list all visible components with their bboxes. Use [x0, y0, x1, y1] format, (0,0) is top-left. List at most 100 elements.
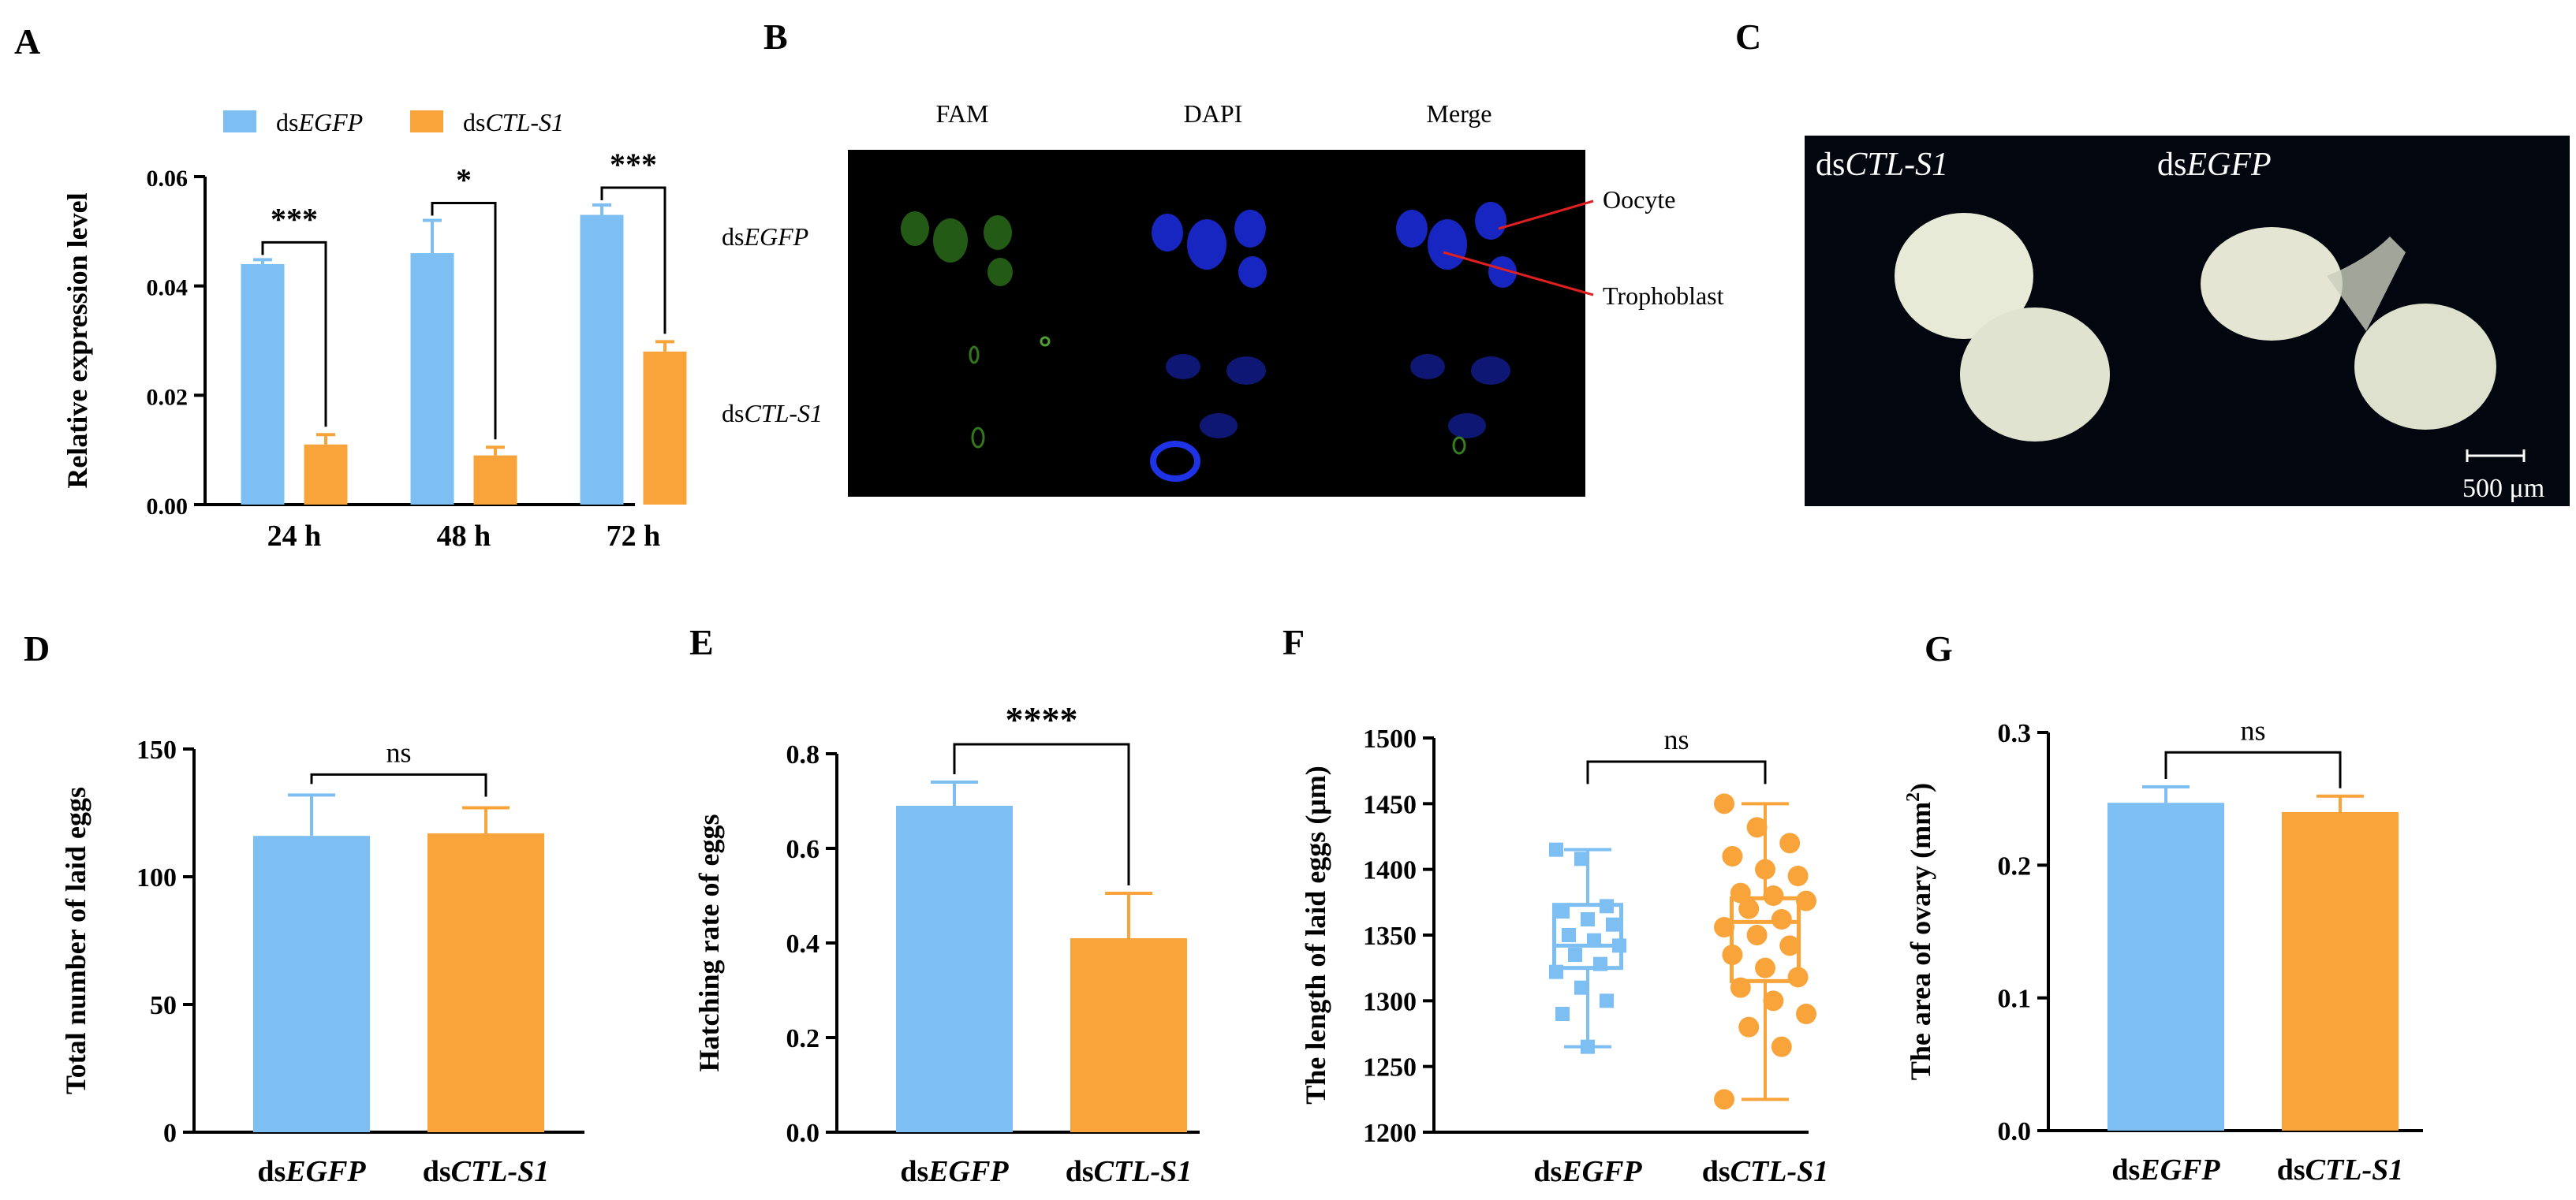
bar-1 [427, 833, 544, 1132]
bar-ctl-0 [304, 444, 348, 505]
point-ctl-15 [1755, 957, 1775, 978]
photo-label-egfp: dsEGFP [2157, 147, 2272, 183]
point-egfp-7 [1587, 933, 1601, 948]
x-tick-label-1: dsCTL-S1 [423, 1155, 549, 1188]
point-egfp-12 [1574, 980, 1589, 995]
panel-letter-c: C [1735, 17, 1761, 57]
point-egfp-5 [1606, 917, 1620, 932]
callout-trophoblast: Trophoblast [1603, 281, 1724, 310]
bar-1 [1070, 938, 1187, 1132]
y-tick-label-3: 0.6 [786, 835, 820, 864]
bar-ctl-1 [473, 455, 517, 505]
point-ctl-18 [1763, 990, 1784, 1012]
y-tick-label-1: 0.2 [786, 1024, 820, 1053]
box-0 [1552, 903, 1623, 971]
panel-c: dsCTL-S1 dsEGFP 500 μm [1805, 136, 2570, 506]
significance-label: **** [1006, 699, 1078, 740]
significance-bracket [1586, 760, 1767, 784]
bar-egfp-1 [410, 253, 454, 505]
x-tick-label-0: dsEGFP [2111, 1153, 2220, 1187]
y-tick-label-0: 0 [163, 1119, 177, 1148]
y-tick-label-0: 0.0 [1998, 1117, 2032, 1146]
arrow-trophoblast [1443, 251, 1594, 296]
bar-0 [2107, 803, 2224, 1131]
significance-bracket [431, 201, 497, 440]
legend-a: dsEGFP dsCTL-S1 [223, 108, 564, 136]
y-tick-label-0: 0.0 [786, 1119, 820, 1148]
point-ctl-6 [1730, 882, 1751, 904]
x-tick-label-2: 72 h [607, 520, 661, 553]
y-tick-label-4: 0.8 [786, 740, 820, 770]
panel-letter-a: A [14, 21, 40, 61]
x-tick-label-0: 24 h [267, 520, 322, 553]
x-tick-label-0: dsEGFP [1533, 1155, 1642, 1188]
photo-label-ctl: dsCTL-S1 [1816, 147, 1948, 183]
point-ctl-1 [1746, 817, 1768, 838]
y-tick-label-1: 0.02 [147, 384, 189, 410]
significance-bracket [953, 743, 1130, 885]
y-tick-label-1: 50 [150, 991, 177, 1020]
chart-f: 1200 1250 1300 1350 1400 1450 1500 The length o… [1300, 724, 1828, 1188]
y-tick-label-0: 1200 [1363, 1119, 1417, 1148]
x-tick-label-1: 48 h [437, 520, 491, 553]
point-egfp-1 [1574, 852, 1589, 866]
y-tick-label-2: 0.04 [147, 275, 189, 301]
panel-letter-e: E [689, 622, 714, 662]
point-ctl-21 [1771, 1036, 1792, 1057]
significance-label: ns [1663, 724, 1689, 755]
point-egfp-6 [1562, 928, 1576, 942]
point-egfp-10 [1593, 956, 1607, 971]
legend-label-ctl: dsCTL-S1 [463, 108, 564, 136]
y-tick-label-1: 1250 [1363, 1053, 1417, 1083]
callout-oocyte: Oocyte [1603, 185, 1675, 214]
y-tick-label-3: 1350 [1363, 922, 1417, 951]
point-egfp-2 [1600, 899, 1614, 914]
point-ctl-2 [1779, 833, 1801, 854]
point-egfp-15 [1581, 1039, 1595, 1054]
significance-label: ns [386, 736, 411, 768]
point-ctl-9 [1738, 898, 1760, 919]
y-tick-label-3: 0.3 [1998, 719, 2032, 748]
significance-label: * [456, 162, 472, 197]
x-tick-label-0: dsEGFP [257, 1155, 366, 1188]
legend-label-egfp: dsEGFP [276, 108, 363, 136]
point-egfp-13 [1600, 993, 1614, 1008]
fam-cells [901, 211, 1051, 449]
chart-e: 0.0 0.2 0.4 0.6 0.8 Hatching rate of eggs dsEG… [693, 699, 1200, 1188]
point-ctl-13 [1779, 935, 1801, 956]
panel-letter-g: G [1925, 628, 1953, 669]
bar-egfp-2 [580, 214, 624, 505]
point-ctl-14 [1722, 945, 1743, 965]
point-ctl-12 [1746, 925, 1768, 945]
legend-swatch-ctl [410, 110, 443, 132]
point-egfp-11 [1549, 964, 1563, 979]
y-axis-label: The length of laid eggs (μm) [1300, 766, 1331, 1104]
panel-letter-b: B [763, 17, 788, 57]
point-ctl-10 [1771, 909, 1792, 930]
y-tick-label-2: 1300 [1363, 987, 1417, 1016]
panel-letter-d: D [24, 628, 50, 669]
point-ctl-7 [1763, 885, 1784, 906]
point-egfp-9 [1568, 948, 1582, 962]
y-tick-label-0: 0.00 [147, 494, 189, 520]
col-label-dapi: DAPI [1184, 99, 1243, 128]
x-tick-label-1: dsCTL-S1 [1066, 1155, 1192, 1188]
y-axis-label: Total number of laid eggs [60, 787, 91, 1094]
significance-bracket [261, 240, 327, 427]
significance-bracket [2164, 751, 2342, 788]
y-tick-label-3: 150 [136, 736, 177, 765]
scale-bar-label: 500 μm [2462, 474, 2544, 503]
bar-egfp-0 [241, 263, 285, 505]
point-ctl-22 [1714, 1089, 1734, 1110]
legend-swatch-egfp [223, 110, 256, 132]
row-label-egfp: dsEGFP [722, 222, 808, 251]
point-egfp-0 [1549, 842, 1563, 857]
point-ctl-8 [1796, 890, 1816, 911]
y-axis-label: Hatching rate of eggs [693, 814, 725, 1072]
point-egfp-4 [1581, 912, 1595, 926]
col-label-merge: Merge [1427, 99, 1492, 128]
arrow-oocyte [1498, 199, 1594, 230]
y-tick-label-1: 0.1 [1998, 985, 2032, 1014]
point-ctl-5 [1787, 866, 1809, 886]
significance-bracket [600, 186, 666, 334]
